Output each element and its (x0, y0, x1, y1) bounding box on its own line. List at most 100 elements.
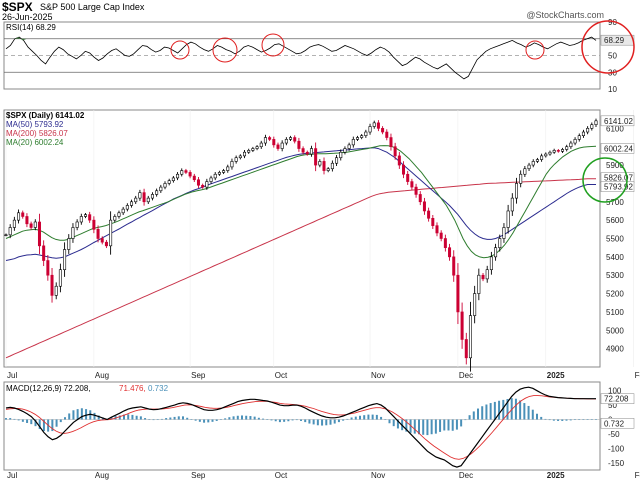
price-tick: 5900 (606, 161, 624, 170)
price-bar-body (150, 194, 154, 199)
macd-hist-bar (93, 412, 96, 420)
macd-pane: -150-100-50050100MACD(12,26,9) 72.208, 7… (3, 381, 635, 471)
macd-legend-signal: 71.476, (119, 384, 146, 393)
macd-hist-bar (561, 419, 564, 421)
macd-frame (3, 381, 601, 471)
price-legend-ma50: MA(50) 5793.92 (6, 120, 64, 129)
price-bar-body (42, 245, 46, 261)
x-label-price: Nov (371, 371, 385, 380)
macd-hist-bar (514, 398, 517, 420)
macd-hist-bar (468, 415, 471, 420)
ma50-current-label-box (600, 181, 635, 192)
price-bar-body (109, 219, 113, 247)
macd-hist-bar (169, 417, 172, 420)
price-bar-body (192, 175, 196, 181)
price-bar-body (305, 151, 309, 155)
price-bar-body (25, 216, 29, 225)
macd-hist-bar (329, 419, 332, 425)
macd-legend-macd: MACD(12,26,9) 72.208, (6, 384, 91, 393)
price-bar-body (577, 135, 581, 140)
price-tick: 5100 (606, 308, 624, 317)
price-bar-body (289, 137, 293, 140)
price-tick: 5500 (606, 235, 624, 244)
price-bar-body (343, 148, 347, 153)
macd-hist-bar (123, 414, 125, 420)
macd-hist-bar (97, 415, 100, 420)
x-label-price: Aug (95, 371, 109, 380)
price-bar-body (314, 148, 318, 166)
macd-hist-bar (156, 419, 159, 421)
price-bar-body (531, 161, 535, 166)
macd-hist-bar (578, 419, 581, 421)
macd-hist-bar (42, 419, 45, 432)
price-bar-body (410, 181, 414, 188)
price-bar-body (535, 159, 539, 162)
rsi-current-label: 68.29 (604, 36, 625, 45)
macd-hist-bar (451, 419, 454, 431)
macd-hist-bar (557, 419, 560, 421)
macd-hist-bar (405, 419, 408, 432)
macd-hist-bar (392, 419, 395, 427)
macd-hist-bar (426, 419, 429, 436)
macd-hist-bar (266, 419, 269, 420)
macd-hist-bar (304, 419, 307, 423)
rsi-tick: 50 (608, 52, 617, 61)
red-annotation-circle-2 (261, 33, 285, 57)
price-bar-body (309, 148, 313, 155)
price-bar-body (351, 139, 355, 146)
hist-current-label: 0.732 (604, 419, 625, 428)
price-bar-body (276, 144, 280, 149)
macd-signal-line (5, 395, 596, 460)
macd-hist-bar (198, 419, 201, 422)
macd-hist-bar (249, 416, 252, 420)
price-bar-body (58, 269, 62, 287)
chart-title: S&P 500 Large Cap Index (40, 2, 145, 12)
macd-hist-bar (548, 419, 551, 421)
price-bar-body (155, 190, 159, 195)
macd-tick: -50 (608, 430, 620, 439)
price-legend-ma200: MA(200) 5826.07 (6, 129, 68, 138)
macd-hist-bar (224, 418, 227, 420)
macd-hist-bar (586, 419, 589, 420)
price-bar-body (259, 142, 263, 148)
macd-hist-bar (472, 411, 475, 420)
macd-hist-bar (422, 419, 425, 435)
price-bar-body (117, 212, 121, 217)
price-bar-body (402, 164, 406, 175)
price-bar-body (431, 218, 435, 226)
red-annotation-circle-large (581, 20, 635, 74)
macd-hist-bar (540, 416, 543, 420)
price-bar-body (569, 142, 573, 148)
price-bar-body (46, 260, 50, 276)
price-bar-body (205, 181, 209, 188)
macd-hist-bar (337, 419, 340, 423)
macd-hist-bar (245, 415, 248, 420)
macd-hist-bar (165, 418, 168, 420)
price-bar-body (142, 192, 146, 203)
price-bar-body (581, 131, 585, 136)
rsi-line (5, 36, 597, 80)
macd-hist-bar (354, 416, 357, 420)
price-bar-body (88, 214, 92, 221)
red-annotation-circle-3 (525, 40, 545, 60)
macd-hist-bar (228, 417, 231, 420)
macd-hist-bar (38, 419, 41, 430)
macd-hist-bar (481, 406, 484, 420)
price-bar-body (514, 183, 518, 199)
price-bar-body (180, 170, 184, 175)
x-axis: Jul Jul Aug Aug Sep Sep Oct Oct Nov Nov Dec Dec 2025… (7, 371, 640, 480)
ma200-line (5, 178, 596, 359)
macd-hist-bar (510, 398, 513, 420)
ma50-line (5, 147, 596, 261)
price-bar-body (544, 153, 548, 157)
price-bar-body (272, 139, 276, 146)
price-bar-body (330, 162, 334, 170)
macd-hist-bar (552, 419, 555, 421)
macd-hist-bar (346, 418, 349, 420)
ma20-line (5, 145, 597, 259)
price-tick: 6100 (606, 124, 624, 133)
x-label-price: Oct (275, 371, 288, 380)
macd-hist-bar (363, 415, 366, 420)
price-bar-body (594, 120, 598, 125)
